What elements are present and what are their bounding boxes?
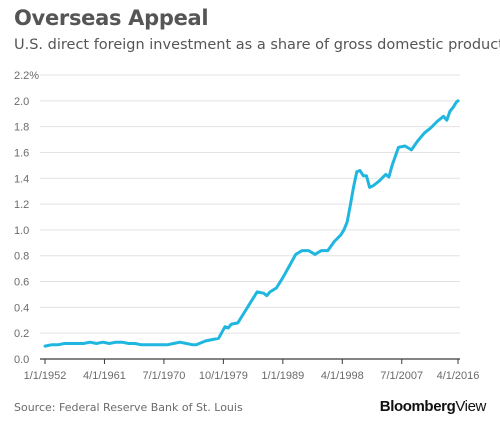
x-tick-label: 10/1/1979 — [199, 370, 248, 382]
brand-logo: BloombergView — [379, 398, 487, 415]
y-tick-label: 0.0 — [14, 354, 29, 366]
brand-logo-bold: Bloomberg — [379, 398, 456, 415]
y-tick-label: 0.6 — [14, 277, 29, 289]
x-tick-label: 1/1/1952 — [24, 370, 67, 382]
x-tick-label: 7/1/1970 — [143, 370, 186, 382]
gridlines — [40, 74, 460, 360]
y-tick-label: 1.2 — [14, 199, 29, 211]
x-tick-label: 4/1/1961 — [83, 370, 126, 382]
y-axis-ticks: 0.0 0.2 0.4 0.6 0.8 1.0 1.2 1.4 1.6 1.8 2.0 2.2% — [14, 70, 39, 366]
x-axis-ticks: 1/1/1952 4/1/1961 7/1/1970 10/1/1979 1/1/198… — [24, 359, 480, 382]
x-tick-label: 7/1/2007 — [380, 370, 423, 382]
y-tick-label: 1.0 — [14, 225, 29, 237]
series-layer — [43, 99, 460, 348]
y-tick-label: 1.6 — [14, 147, 29, 159]
y-tick-label: 2.0 — [14, 96, 29, 108]
source-note: Source: Federal Reserve Bank of St. Loui… — [14, 401, 243, 414]
y-tick-label: 0.4 — [14, 302, 29, 314]
chart-title: Overseas Appeal — [14, 6, 209, 30]
y-tick-label: 0.8 — [14, 251, 29, 263]
y-tick-label: 0.2 — [14, 328, 29, 340]
brand-logo-regular: View — [455, 398, 486, 415]
x-tick-label: 4/1/2016 — [437, 370, 480, 382]
x-tick-label: 1/1/1989 — [261, 370, 304, 382]
series-line — [43, 99, 460, 348]
y-tick-label: 2.2% — [14, 70, 39, 82]
y-tick-label: 1.8 — [14, 122, 29, 134]
chart-subtitle: U.S. direct foreign investment as a shar… — [14, 37, 500, 53]
x-tick-label: 4/1/1998 — [321, 370, 364, 382]
y-tick-label: 1.4 — [14, 173, 29, 185]
